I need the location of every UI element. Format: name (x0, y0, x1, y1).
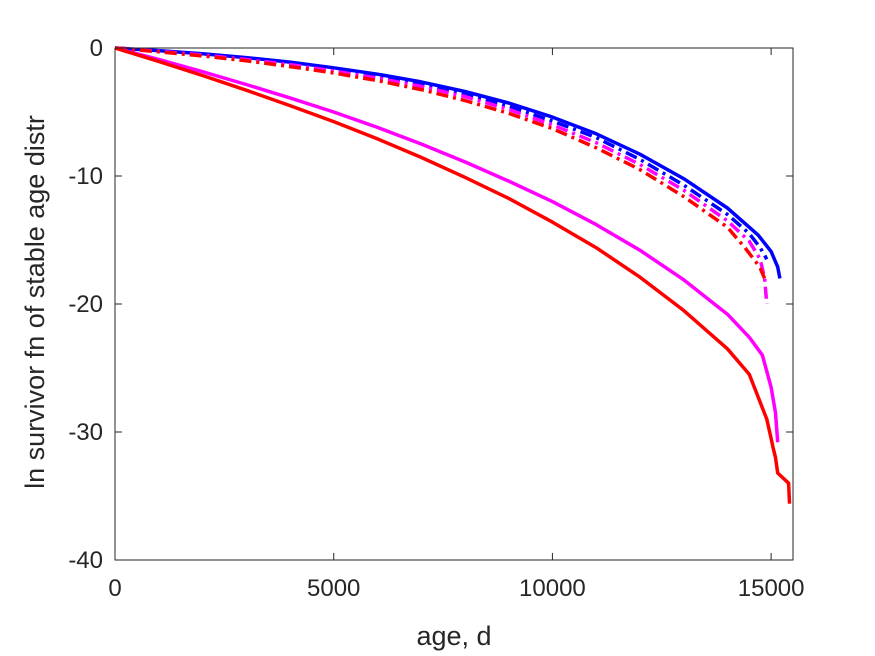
x-tick-label: 0 (108, 575, 121, 602)
x-tick-label: 10000 (519, 575, 586, 602)
series-line-6 (114, 46, 792, 504)
x-tick-label: 5000 (307, 575, 360, 602)
y-axis-label: ln survivor fn of stable age distr (20, 115, 50, 489)
series-layer (114, 46, 792, 504)
y-tick-label: -10 (68, 163, 103, 190)
series-line-2 (114, 46, 769, 261)
y-tick-label: -30 (68, 419, 103, 446)
plot-background (115, 48, 793, 560)
series-line-4 (114, 46, 767, 280)
y-tick-label: 0 (90, 35, 103, 62)
x-axis-label: age, d (416, 621, 491, 651)
series-line-5 (114, 46, 780, 443)
x-tick-label: 15000 (738, 575, 805, 602)
y-tick-label: -20 (68, 291, 103, 318)
y-tick-label: -40 (68, 547, 103, 574)
ticks-layer: 0 5000 10000 15000 0 -10 -20 -30 -40 (68, 35, 804, 602)
